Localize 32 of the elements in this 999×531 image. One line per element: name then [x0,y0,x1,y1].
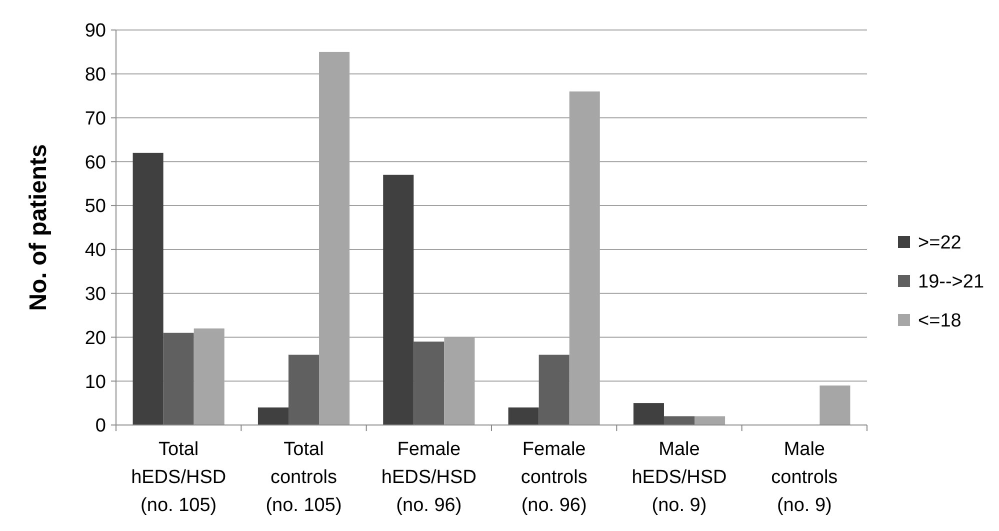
bar [383,174,414,425]
y-tick-label: 50 [84,196,106,218]
y-tick-label: 80 [84,64,106,86]
bar [664,416,695,425]
y-tick-label: 70 [84,108,106,130]
y-tick-label: 60 [84,152,106,174]
bar [820,386,850,425]
y-tick-label: 40 [84,240,106,262]
bar [694,416,726,425]
bar [508,407,539,425]
y-tick-label: 30 [84,284,106,305]
x-tick-label: Female controls (no. 96) [520,439,588,516]
x-tick-label: Female hEDS/HSD (no. 96) [381,439,476,516]
bar [633,403,664,425]
x-tick-label: Male hEDS/HSD (no. 9) [632,439,727,516]
legend-label: >=22 [918,232,962,254]
x-tick-label: Total controls (no. 105) [266,439,342,516]
y-tick-label: 0 [95,416,106,437]
bar [288,354,320,425]
legend-label: <=18 [918,310,962,332]
legend-label: 19-->21 [918,272,984,293]
y-tick-label: 10 [84,372,106,393]
bar [163,332,194,425]
y-tick-label: 90 [84,20,106,42]
bar [258,407,288,425]
y-axis-title: No. of patients [25,144,52,311]
x-tick-label: Male controls (no. 9) [771,439,838,516]
y-tick-label: 20 [84,328,106,349]
bar [414,342,444,425]
x-tick-label: Total hEDS/HSD (no. 105) [131,439,226,516]
bar [132,152,164,425]
bar [538,354,570,425]
